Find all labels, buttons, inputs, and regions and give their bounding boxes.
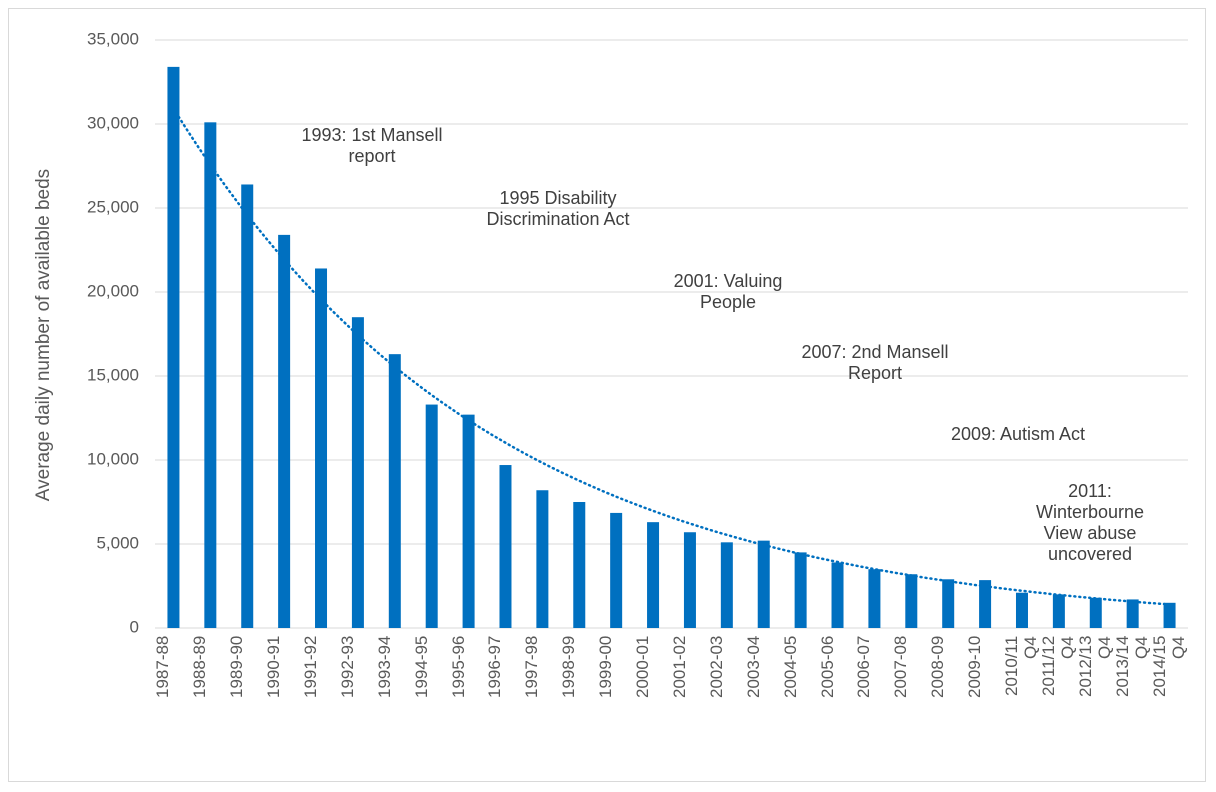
x-tick-label: 1997-98 (522, 636, 542, 699)
bar (315, 268, 328, 628)
x-tick-label: 2010/11 Q4 (1001, 636, 1040, 697)
x-tick-label: 2013/14 Q4 (1112, 636, 1151, 698)
chart-frame (8, 8, 1206, 782)
bar (868, 569, 881, 628)
x-tick-label: 1994-95 (411, 636, 431, 699)
x-tick-label: 2012/13 Q4 (1075, 636, 1114, 698)
bar (720, 542, 733, 628)
x-tick-label: 2003-04 (743, 636, 763, 699)
y-axis-title: Average daily number of available beds (33, 168, 54, 502)
x-tick-label: 2007-08 (891, 636, 911, 699)
bar (610, 512, 623, 628)
x-tick-label: 2011/12 Q4 (1038, 636, 1077, 697)
bar (831, 562, 844, 628)
y-tick-label: 15,000 (87, 365, 139, 384)
bar (794, 552, 807, 628)
annotation: 2007: 2nd Mansell Report (801, 342, 949, 383)
bar (499, 465, 512, 628)
x-tick-label: 1999-00 (596, 636, 616, 699)
x-tick-label: 2000-01 (633, 636, 653, 699)
bar (425, 404, 438, 628)
bar (1163, 602, 1176, 628)
x-tick-label: 1988-89 (190, 636, 210, 699)
x-tick-label: 2006-07 (854, 636, 874, 699)
x-tick-label: 1996-97 (485, 636, 505, 699)
bar (351, 317, 364, 628)
bar (1015, 592, 1028, 628)
bar (905, 574, 918, 628)
annotation: 2011: Winterbourne View abuse uncovered (1035, 481, 1145, 564)
bar (167, 66, 180, 628)
bar (647, 522, 660, 628)
x-tick-label: 2008-09 (928, 636, 948, 699)
annotation: 2001: Valuing People (673, 271, 783, 312)
y-tick-label: 0 (130, 617, 139, 636)
annotation: 2009: Autism Act (950, 424, 1086, 444)
bar (241, 184, 254, 629)
bar (278, 234, 291, 628)
bar (683, 532, 696, 628)
x-tick-label: 1990-91 (264, 636, 284, 699)
y-tick-label: 5,000 (96, 533, 139, 552)
bar (462, 414, 475, 628)
bar (1126, 599, 1139, 628)
annotation: 1995 Disability Discrimination Act (486, 188, 630, 229)
bar (536, 490, 549, 628)
bar (1089, 597, 1102, 628)
y-tick-label: 30,000 (87, 113, 139, 132)
x-tick-label: 2014/15 Q4 (1149, 636, 1188, 698)
bar (388, 354, 401, 628)
y-tick-label: 10,000 (87, 449, 139, 468)
bar (573, 502, 586, 628)
y-tick-label: 25,000 (87, 197, 139, 216)
x-tick-label: 1992-93 (337, 636, 357, 699)
trend-line (172, 107, 1171, 606)
bar (942, 579, 955, 628)
x-tick-label: 2005-06 (817, 636, 837, 699)
x-tick-label: 1989-90 (227, 636, 247, 699)
x-tick-label: 1995-96 (448, 636, 468, 699)
annotation: 1993: 1st Mansell report (301, 125, 443, 166)
x-tick-label: 2002-03 (706, 636, 726, 699)
bar (204, 122, 217, 628)
bar (757, 540, 770, 628)
y-tick-label: 20,000 (87, 281, 139, 300)
x-tick-label: 1987-88 (153, 636, 173, 699)
bar (979, 580, 992, 628)
x-tick-label: 2009-10 (965, 636, 985, 699)
x-tick-label: 1998-99 (559, 636, 579, 699)
x-tick-label: 1993-94 (374, 636, 394, 699)
x-tick-label: 1991-92 (301, 636, 321, 699)
y-tick-label: 35,000 (87, 29, 139, 48)
x-tick-label: 2004-05 (780, 636, 800, 699)
bar (1052, 594, 1065, 628)
x-tick-label: 2001-02 (669, 636, 689, 699)
